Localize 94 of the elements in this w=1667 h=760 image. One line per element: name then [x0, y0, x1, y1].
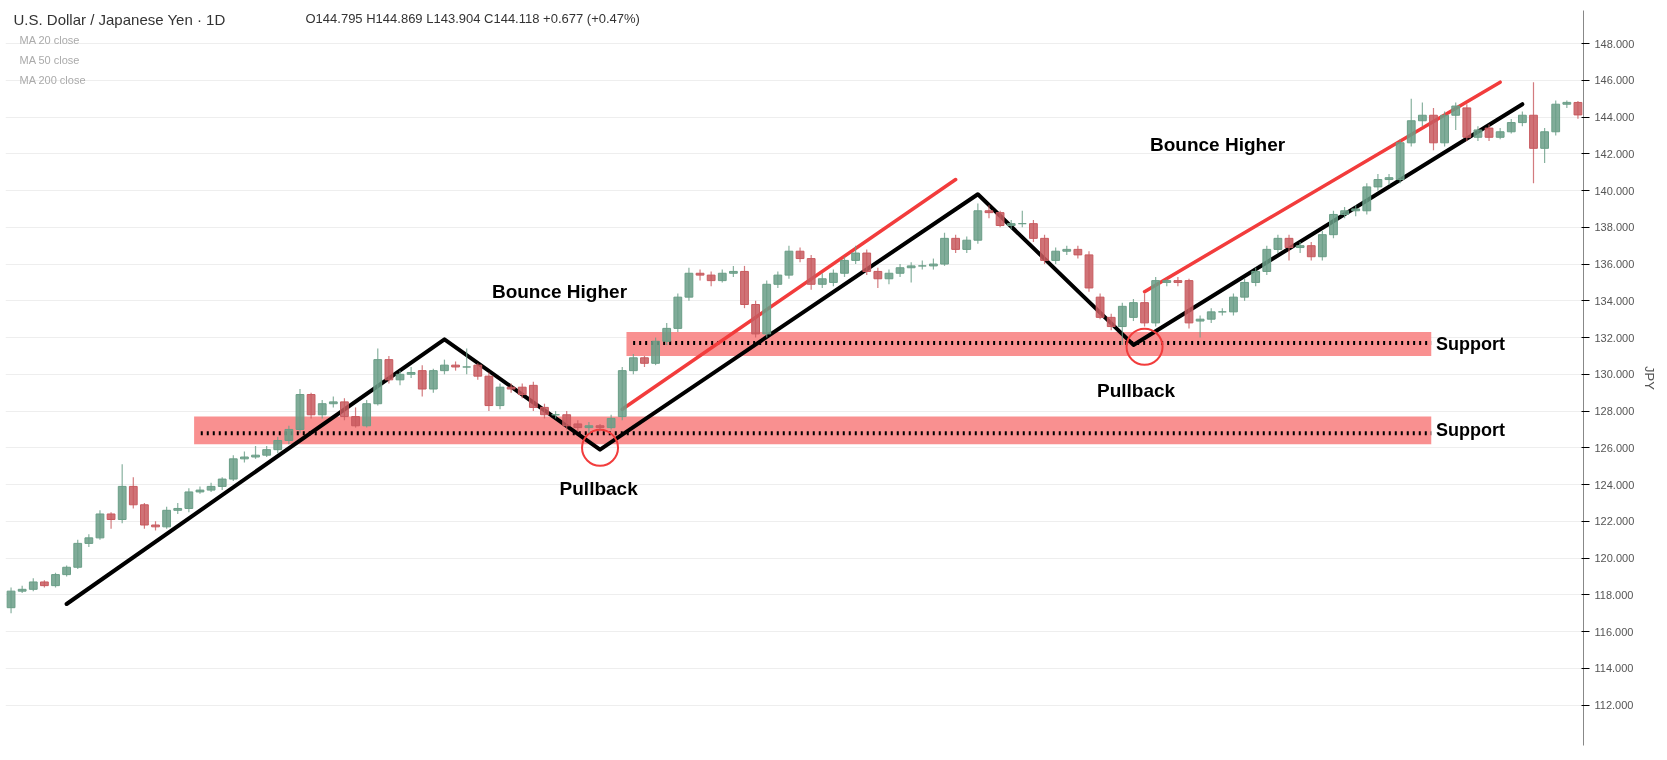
candlestick	[873, 267, 883, 289]
candlestick	[1384, 173, 1394, 186]
y-tick-label: 114.000	[1594, 662, 1634, 675]
candlestick	[662, 322, 672, 346]
candlestick	[317, 399, 327, 420]
y-tick-label: 128.000	[1594, 405, 1635, 418]
candlestick	[495, 382, 505, 410]
candlestick	[184, 487, 194, 513]
annotation: Pullback	[1097, 380, 1176, 402]
candlestick	[906, 261, 916, 284]
candlestick	[528, 381, 538, 412]
annotation: Bounce Higher	[1150, 134, 1286, 156]
candlestick	[362, 399, 372, 429]
band-label: Support	[1435, 334, 1505, 355]
y-tick-label: 120.000	[1594, 552, 1635, 565]
candlestick	[417, 364, 427, 397]
candlestick	[584, 421, 594, 434]
candlestick	[1306, 241, 1316, 261]
chart-subtitle: O144.795 H144.869 L143.904 C144.118 +0.677 (+0.47%)	[305, 10, 640, 26]
annotation: Pullback	[559, 477, 639, 499]
candlestick	[1284, 234, 1294, 261]
candlestick	[1329, 210, 1338, 239]
y-tick-label: 124.000	[1594, 478, 1635, 491]
candlestick	[406, 366, 416, 379]
candlestick	[1140, 292, 1149, 328]
y-tick-label: 116.000	[1594, 625, 1634, 638]
candlestick	[684, 267, 694, 302]
y-tick-label: 112.000	[1594, 699, 1634, 712]
band-label: Support	[1435, 420, 1505, 441]
candlestick	[1173, 276, 1183, 287]
candlestick	[695, 268, 705, 282]
candlestick	[384, 355, 394, 385]
candlestick	[1317, 230, 1327, 261]
candlestick	[162, 506, 172, 530]
candlestick	[1040, 234, 1049, 265]
candlestick	[351, 406, 360, 429]
candlestick	[651, 336, 660, 366]
y-tick-label: 130.000	[1594, 368, 1635, 381]
candlestick	[1240, 278, 1249, 302]
candlestick	[6, 586, 16, 614]
y-tick-label: 142.000	[1594, 147, 1635, 160]
candlestick	[1129, 298, 1138, 322]
candlestick	[506, 382, 516, 394]
y-tick-label: 126.000	[1594, 441, 1635, 454]
y-tick-label: 134.000	[1594, 294, 1635, 307]
y-tick-label: 132.000	[1594, 331, 1635, 344]
candlestick	[1117, 302, 1127, 346]
candlestick	[1262, 245, 1272, 276]
y-tick-label: 136.000	[1594, 258, 1635, 271]
candlestick	[140, 502, 149, 530]
annotation: MA 200 close	[19, 73, 86, 86]
candlestick	[1195, 314, 1205, 339]
candlestick	[1362, 182, 1372, 216]
annotation: MA 50 close	[19, 53, 80, 66]
y-tick-label: 144.000	[1594, 111, 1635, 124]
candlestick	[1540, 127, 1549, 164]
candlestick	[784, 245, 794, 280]
candlestick	[1406, 98, 1416, 148]
candlestick	[106, 511, 116, 530]
candlestick	[951, 234, 961, 254]
candlestick	[1273, 234, 1283, 254]
candlestick	[1029, 219, 1038, 243]
y-tick-label: 148.000	[1594, 37, 1635, 50]
line-series	[64, 102, 1525, 607]
candlestick	[1417, 101, 1427, 127]
y-tick-label: 118.000	[1594, 588, 1634, 601]
y-tick-label: 146.000	[1594, 74, 1635, 87]
candlestick	[862, 248, 872, 276]
candlestick	[95, 509, 105, 541]
candlestick	[562, 410, 572, 431]
y-axis-title: JPY	[1642, 366, 1658, 391]
y-tick-label: 122.000	[1594, 515, 1635, 528]
candlestick	[1295, 241, 1305, 254]
candlestick	[228, 454, 238, 482]
candlestick	[284, 425, 294, 445]
candlestick	[984, 204, 994, 219]
candlestick	[128, 476, 138, 510]
annotation: Bounce Higher	[491, 281, 628, 303]
y-tick-label: 138.000	[1594, 221, 1635, 234]
candlestick	[340, 397, 349, 421]
candlestick	[428, 368, 438, 394]
candlestick	[1451, 101, 1461, 131]
candlestick	[1095, 292, 1105, 320]
candlestick	[851, 245, 861, 265]
candlestick	[840, 256, 849, 278]
candlestick	[306, 392, 316, 420]
annotation: MA 20 close	[19, 33, 80, 46]
candlestick	[1229, 292, 1238, 317]
y-tick-label: 140.000	[1594, 184, 1635, 197]
candlestick	[628, 353, 638, 375]
candlestick	[462, 348, 472, 375]
candlestick	[73, 539, 83, 570]
candlestick	[1251, 267, 1261, 287]
chart-title: U.S. Dollar / Japanese Yen · 1D	[13, 10, 226, 28]
